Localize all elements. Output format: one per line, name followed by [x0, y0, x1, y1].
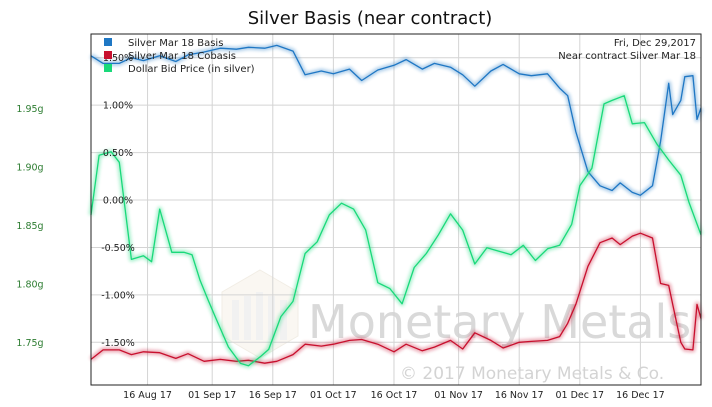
y-left-tick-label: 1.80g	[16, 279, 43, 290]
legend-item-cobasis: Silver Mar 18 Cobasis	[104, 51, 236, 62]
x-tick-label: 01 Sep 17	[188, 390, 236, 401]
series-line-basis	[90, 44, 702, 196]
series-layer	[88, 42, 704, 369]
legend-swatch-bid-price	[104, 64, 112, 72]
y-right-tick-label: 0.00%	[103, 196, 133, 207]
x-tick-label: 16 Aug 17	[123, 390, 172, 401]
series-line-bid-price	[90, 95, 702, 367]
y-right-tick-label: -1.00%	[101, 290, 135, 301]
legend-swatch-basis	[104, 38, 112, 46]
chart-title: Silver Basis (near contract)	[248, 8, 493, 29]
legend-label-basis: Silver Mar 18 Basis	[128, 38, 223, 49]
series-basis	[89, 42, 704, 198]
y-left-tick-label: 1.90g	[16, 163, 43, 174]
watermark: Monetary Metals © 2017 Monetary Metals &…	[221, 269, 691, 384]
x-tick-label: 16 Sep 17	[249, 390, 297, 401]
y-right-tick-label: -0.50%	[101, 243, 135, 254]
legend-item-bid-price: Dollar Bid Price (in silver)	[104, 64, 255, 75]
legend-swatch-cobasis	[104, 51, 112, 59]
y-axis-right: 1.50% 1.00% 0.50% 0.00% -0.50% -1.00% -1.50%	[101, 53, 135, 349]
series-line-cobasis	[90, 232, 702, 364]
annotation-date: Fri, Dec 29,2017	[614, 38, 696, 49]
legend-label-cobasis: Silver Mar 18 Cobasis	[128, 51, 236, 62]
watermark-copyright: © 2017 Monetary Metals & Co.	[400, 364, 664, 384]
annotation-contract: Near contract Silver Mar 18	[558, 51, 696, 62]
x-axis: 16 Aug 17 01 Sep 17 16 Sep 17 01 Oct 17 16 O…	[123, 390, 665, 401]
y-right-tick-label: -1.50%	[101, 338, 135, 349]
y-left-tick-label: 1.85g	[16, 221, 43, 232]
x-tick-label: 16 Nov 17	[495, 390, 544, 401]
x-tick-label: 16 Dec 17	[616, 390, 665, 401]
x-tick-label: 01 Nov 17	[434, 390, 483, 401]
grid	[91, 34, 701, 385]
watermark-logo	[221, 269, 299, 359]
x-tick-label: 16 Oct 17	[371, 390, 418, 401]
y-right-tick-label: 0.50%	[103, 148, 133, 159]
plot-frame	[90, 33, 702, 386]
y-left-tick-label: 1.75g	[16, 338, 43, 349]
series-cobasis	[89, 230, 704, 366]
y-left-tick-label: 1.95g	[16, 104, 43, 115]
legend-item-basis: Silver Mar 18 Basis	[104, 38, 223, 49]
x-tick-label: 01 Dec 17	[556, 390, 605, 401]
legend: Silver Mar 18 Basis Silver Mar 18 Cobasi…	[104, 38, 255, 75]
series-bid-price	[88, 93, 704, 369]
y-right-tick-label: 1.50%	[103, 53, 133, 64]
y-axis-left: 1.95g 1.90g 1.85g 1.80g 1.75g	[16, 104, 43, 349]
legend-label-bid-price: Dollar Bid Price (in silver)	[128, 64, 255, 75]
y-right-tick-label: 1.00%	[103, 101, 133, 112]
x-tick-label: 01 Oct 17	[310, 390, 357, 401]
